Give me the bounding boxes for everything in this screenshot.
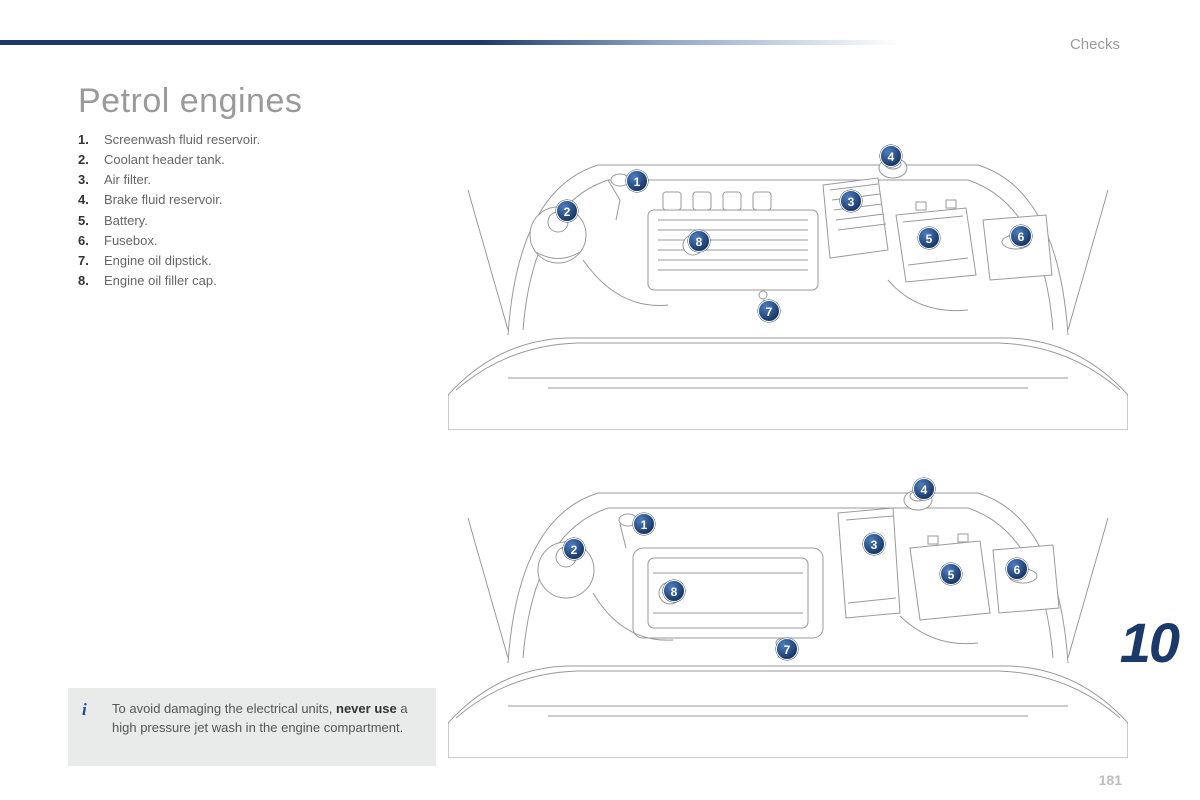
page-number: 181 <box>1099 772 1122 788</box>
legend-label: Air filter. <box>104 170 151 190</box>
callout-marker-7: 7 <box>758 300 780 322</box>
legend-num: 4. <box>78 190 104 210</box>
callout-marker-6: 6 <box>1006 558 1028 580</box>
legend-item: 6.Fusebox. <box>78 231 260 251</box>
legend-item: 5.Battery. <box>78 211 260 231</box>
callout-marker-7: 7 <box>776 638 798 660</box>
legend-label: Battery. <box>104 211 148 231</box>
legend-num: 3. <box>78 170 104 190</box>
callout-marker-8: 8 <box>663 580 685 602</box>
callout-marker-5: 5 <box>940 563 962 585</box>
legend-num: 2. <box>78 150 104 170</box>
legend-item: 2.Coolant header tank. <box>78 150 260 170</box>
engine-line-art <box>448 458 1128 758</box>
callout-marker-3: 3 <box>863 533 885 555</box>
header-accent-bar <box>0 40 1200 45</box>
info-text-before: To avoid damaging the electrical units, <box>112 701 336 716</box>
legend-label: Brake fluid reservoir. <box>104 190 223 210</box>
legend-label: Engine oil filler cap. <box>104 271 217 291</box>
legend-num: 8. <box>78 271 104 291</box>
chapter-label: Checks <box>1070 36 1120 53</box>
callout-marker-1: 1 <box>626 170 648 192</box>
legend-label: Screenwash fluid reservoir. <box>104 130 260 150</box>
engine-diagram-2: 1 2 3 4 5 6 7 8 <box>448 458 1128 758</box>
callout-marker-4: 4 <box>880 145 902 167</box>
callout-marker-2: 2 <box>563 538 585 560</box>
legend-num: 1. <box>78 130 104 150</box>
legend-item: 8.Engine oil filler cap. <box>78 271 260 291</box>
legend-label: Coolant header tank. <box>104 150 225 170</box>
callout-marker-4: 4 <box>913 478 935 500</box>
legend-item: 3.Air filter. <box>78 170 260 190</box>
callout-marker-1: 1 <box>633 513 655 535</box>
callout-marker-3: 3 <box>840 190 862 212</box>
legend-label: Engine oil dipstick. <box>104 251 212 271</box>
callout-marker-2: 2 <box>556 200 578 222</box>
legend-label: Fusebox. <box>104 231 157 251</box>
chapter-number: 10 <box>1120 610 1178 675</box>
engine-diagram-1: 1 2 3 4 5 6 7 8 <box>448 130 1128 430</box>
info-callout: i To avoid damaging the electrical units… <box>68 688 436 766</box>
callout-marker-5: 5 <box>918 227 940 249</box>
page-title: Petrol engines <box>78 82 302 121</box>
legend-num: 5. <box>78 211 104 231</box>
component-legend: 1.Screenwash fluid reservoir. 2.Coolant … <box>78 130 260 291</box>
legend-item: 4.Brake fluid reservoir. <box>78 190 260 210</box>
legend-item: 1.Screenwash fluid reservoir. <box>78 130 260 150</box>
callout-marker-8: 8 <box>688 230 710 252</box>
engine-line-art <box>448 130 1128 430</box>
legend-num: 7. <box>78 251 104 271</box>
legend-item: 7.Engine oil dipstick. <box>78 251 260 271</box>
info-icon: i <box>82 698 87 723</box>
info-text-bold: never use <box>336 701 397 716</box>
callout-marker-6: 6 <box>1010 225 1032 247</box>
legend-num: 6. <box>78 231 104 251</box>
